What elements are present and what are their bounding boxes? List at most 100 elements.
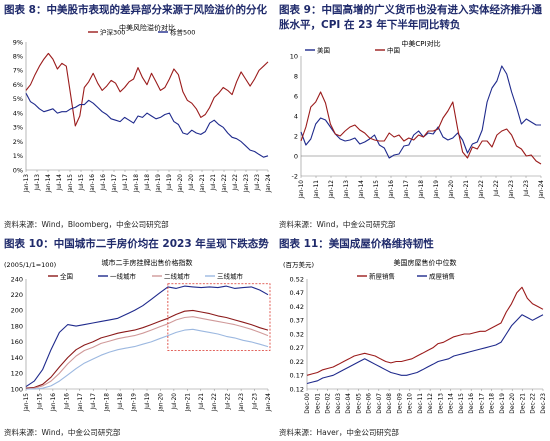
legend-label: 成屋销售 [429,271,455,280]
figure-8-title: 图表 8：中美股市表现的差异部分来源于风险溢价的分化 [4,4,267,16]
x-tick-label: Jan-19 [132,393,138,413]
chart-8-risk-premium: 中美风险溢价对比 0% 1% 2% 3% 4% 5% 6% 7% 8% 9% Jan-13 Jul-13… [13,23,272,194]
y-tick-label: 0.12 [290,385,304,393]
series-line-3 [26,328,269,390]
y-tick-label: 0.42 [290,303,304,311]
legend-label: 美国 [317,45,330,54]
y-tick-label: 0.22 [290,358,304,366]
x-tick-label: Jul-23 [524,180,530,198]
x-tick-label: Dec-07 [377,393,383,414]
x-tick-label: Dec-03 [336,393,342,414]
series-line-1 [25,285,269,388]
y-tick-label: 200 [11,307,23,315]
x-tick-label: Jan-24 [266,174,272,194]
x-tick-label: Dec-21 [520,393,526,414]
x-tick-label: Dec-14 [449,393,455,414]
y-tick-label: 9% [13,38,23,46]
x-tick-label: Jan-21 [185,393,191,413]
x-tick-label: Dec-05 [356,393,362,414]
y-tick-label: -2 [292,172,298,180]
x-tick-label: Jul-18 [145,174,151,192]
y-tick-label: 0.37 [290,317,304,325]
legend-label: 沪深300 [100,27,125,36]
x-tick-label: Jan-23 [239,393,245,413]
x-tick-label: Jul-18 [118,393,124,411]
y-tick-label: 8% [13,53,23,61]
x-tick-label: Dec-04 [346,393,352,414]
x-tick-label: Jan-17 [78,393,84,413]
y-tick-label: 0.47 [290,289,304,297]
y-tick-label: 4 [294,112,298,120]
x-tick-label: Jul-21 [211,174,217,192]
y-tick-label: 140 [11,354,23,362]
x-tick-label: Jan-20 [178,174,184,194]
x-tick-label: Jan-15 [24,393,30,413]
series-line-0 [306,286,544,376]
y-tick-label: 4% [13,109,23,117]
y-tick-label: 120 [11,370,23,378]
x-tick-label: Jul-21 [199,393,205,411]
x-tick-label: Dec-13 [438,393,444,414]
y-tick-label: 240 [11,275,23,283]
x-tick-label: Jan-24 [266,393,272,413]
figure-11-title: 图表 11：美国成屋价格维持韧性 [279,238,434,250]
series-line-0 [25,309,269,389]
x-tick-label: Jan-13 [24,174,30,194]
x-tick-label: Jan-19 [156,174,162,194]
series-line-0 [25,52,269,127]
y-tick-label: 0.52 [290,275,304,283]
x-tick-label: Dec-23 [541,393,547,414]
x-tick-label: Dec-01 [315,393,321,414]
y-tick-label: 10 [290,52,298,60]
x-tick-label: Jan-16 [389,180,395,200]
x-tick-label: Dec-22 [531,393,537,414]
y-tick-label: 6 [294,92,298,100]
figure-11-source: 资料来源：Haver，中金公司研究部 [279,428,399,437]
x-tick-label: Jan-10 [299,180,305,200]
legend-label: 标普500 [170,27,195,36]
series-line-2 [25,316,269,390]
x-tick-label: Jan-17 [404,180,410,200]
highlight-box [167,283,271,351]
x-tick-label: Jan-23 [244,174,250,194]
chart-title: 城市二手房挂牌出售价格指数 [102,258,193,267]
chart-title: 中美风险溢价对比 [119,23,175,32]
x-tick-label: Jan-22 [212,393,218,413]
x-tick-label: Jan-22 [222,174,228,194]
x-tick-label: Jan-15 [374,180,380,200]
x-tick-label: Jan-12 [329,180,335,200]
y-tick-label: 160 [11,338,23,346]
y-tick-label: 180 [11,322,23,330]
y-tick-label: 2 [294,132,298,140]
y-tick-label: 8 [294,72,298,80]
figure-10-title: 图表 10：中国城市二手房价均在 2023 年呈现下跌态势 [4,238,269,250]
y-tick-label: 0% [13,166,23,174]
x-tick-label: Jan-22 [479,180,485,200]
figure-10-source: 资料来源：Wind，中金公司研究部 [4,428,121,437]
x-tick-label: Jul-13 [35,174,41,192]
legend-label: 新屋销售 [369,271,395,280]
x-tick-label: Jan-21 [464,180,470,200]
x-tick-label: Jul-23 [255,174,261,192]
y-tick-label: 7% [13,67,23,75]
series-line-1 [300,91,542,165]
y-tick-label: 100 [11,385,23,393]
series-line-1 [25,92,269,158]
y-tick-label: 0.27 [290,344,304,352]
x-tick-label: Jan-16 [51,393,57,413]
y-tick-label: 6% [13,81,23,89]
x-tick-label: Jul-19 [145,393,151,411]
figure-9-title-line2: 胀水平，CPI 在 23 年下半年同比转负 [279,19,461,31]
x-tick-label: Jul-17 [123,174,129,192]
chart-title: 中美CPI对比 [401,39,440,48]
x-tick-label: Jul-23 [253,393,259,411]
x-tick-label: Jul-17 [91,393,97,411]
y-tick-label: 0.32 [290,330,304,338]
x-tick-label: Jan-14 [359,180,365,200]
x-tick-label: Dec-00 [305,393,311,414]
legend-label: 一线城市 [110,271,137,280]
x-tick-label: Jan-11 [314,180,320,200]
x-tick-label: Dec-19 [500,393,506,414]
x-tick-label: Dec-06 [367,393,373,414]
series-line-0 [300,65,541,159]
